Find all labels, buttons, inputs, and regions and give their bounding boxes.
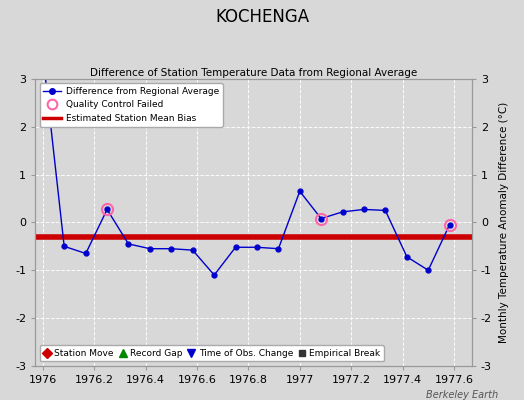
Text: KOCHENGA: KOCHENGA [215,8,309,26]
Title: Difference of Station Temperature Data from Regional Average: Difference of Station Temperature Data f… [90,68,417,78]
Y-axis label: Monthly Temperature Anomaly Difference (°C): Monthly Temperature Anomaly Difference (… [499,102,509,343]
Legend: Station Move, Record Gap, Time of Obs. Change, Empirical Break: Station Move, Record Gap, Time of Obs. C… [40,345,384,362]
Text: Berkeley Earth: Berkeley Earth [425,390,498,400]
